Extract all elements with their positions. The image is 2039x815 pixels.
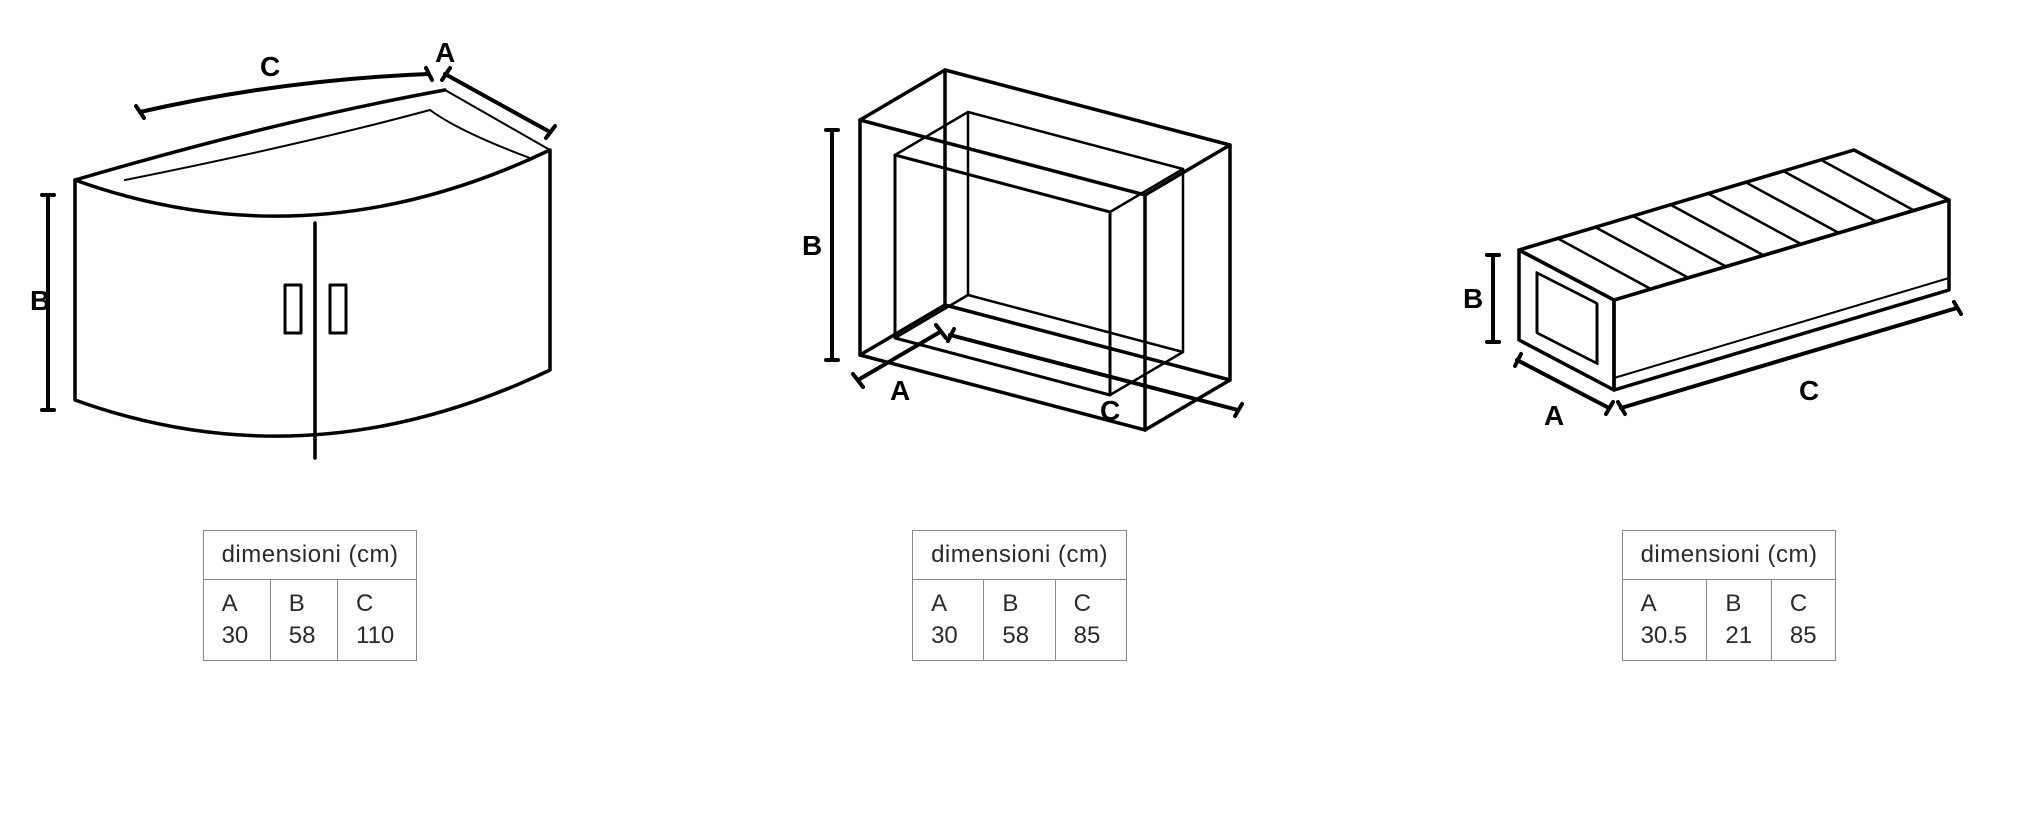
col-C: C — [338, 580, 417, 621]
col-C: C — [1771, 580, 1836, 621]
label-C: C — [1100, 395, 1120, 426]
val-C: 85 — [1055, 620, 1126, 661]
label-A: A — [1544, 400, 1564, 431]
diagram-open-frame: B A C — [740, 40, 1300, 500]
col-A: A — [913, 580, 984, 621]
val-B: 58 — [984, 620, 1055, 661]
val-B: 21 — [1707, 620, 1772, 661]
table-header: dimensioni (cm) — [203, 531, 417, 580]
diagram-curved-cabinet: B C A — [30, 40, 590, 500]
val-A: 30.5 — [1622, 620, 1707, 661]
label-A: A — [435, 40, 455, 68]
diagram-slatted-box: B A C — [1449, 40, 2009, 500]
label-C: C — [1799, 375, 1819, 406]
panel-open-frame: B A C dimensioni (cm) A B C 30 58 85 — [740, 40, 1300, 661]
slatted-box-svg: B A C — [1449, 40, 2009, 500]
col-C: C — [1055, 580, 1126, 621]
label-B: B — [1463, 283, 1483, 314]
col-A: A — [1622, 580, 1707, 621]
val-B: 58 — [270, 620, 337, 661]
label-B: B — [802, 230, 822, 261]
table-slatted-box: dimensioni (cm) A B C 30.5 21 85 — [1622, 530, 1837, 661]
table-open-frame: dimensioni (cm) A B C 30 58 85 — [912, 530, 1127, 661]
dim-table: dimensioni (cm) A B C 30 58 110 — [203, 530, 418, 661]
curved-cabinet-svg: B C A — [30, 40, 590, 500]
dim-table: dimensioni (cm) A B C 30 58 85 — [912, 530, 1127, 661]
val-C: 85 — [1771, 620, 1836, 661]
table-header: dimensioni (cm) — [1622, 531, 1836, 580]
val-A: 30 — [913, 620, 984, 661]
label-B: B — [30, 285, 50, 316]
label-A: A — [890, 375, 910, 406]
panel-curved-cabinet: B C A dimensioni (cm) A B C 30 58 110 — [30, 40, 590, 661]
val-C: 110 — [338, 620, 417, 661]
open-frame-svg: B A C — [740, 40, 1300, 500]
table-curved-cabinet: dimensioni (cm) A B C 30 58 110 — [203, 530, 418, 661]
col-B: B — [1707, 580, 1772, 621]
panels-row: B C A dimensioni (cm) A B C 30 58 110 — [0, 0, 2039, 661]
col-A: A — [203, 580, 270, 621]
val-A: 30 — [203, 620, 270, 661]
label-C: C — [260, 51, 280, 82]
dim-table: dimensioni (cm) A B C 30.5 21 85 — [1622, 530, 1837, 661]
col-B: B — [270, 580, 337, 621]
col-B: B — [984, 580, 1055, 621]
panel-slatted-box: B A C dimensioni (cm) A B C 30.5 21 85 — [1449, 40, 2009, 661]
table-header: dimensioni (cm) — [913, 531, 1127, 580]
